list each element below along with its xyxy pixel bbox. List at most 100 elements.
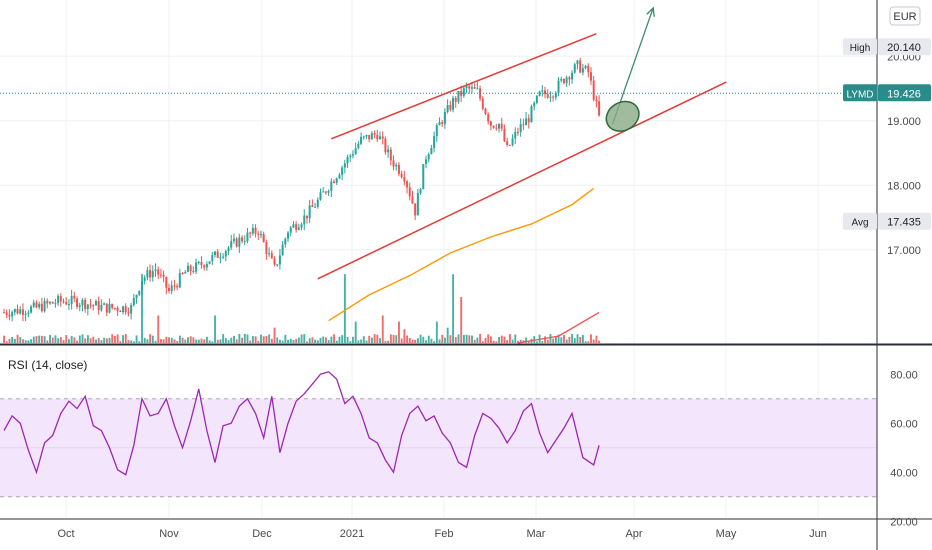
volume-bar	[57, 338, 60, 343]
candle-body	[138, 290, 141, 295]
volume-bar	[414, 339, 417, 343]
volume-bar	[127, 340, 130, 343]
volume-bar	[576, 334, 579, 343]
candle-body	[327, 191, 330, 193]
candle-body	[184, 272, 187, 274]
candle-body	[319, 192, 322, 200]
moving-average-line	[328, 187, 595, 322]
candle-body	[392, 160, 395, 167]
volume-bar	[446, 327, 449, 343]
volume-bar	[146, 339, 149, 343]
candle-body	[389, 149, 392, 161]
volume-bar	[341, 335, 344, 343]
volume-bar	[306, 341, 308, 343]
candle-body	[43, 300, 46, 312]
last-price-tag[interactable]: LYMD 19.426	[843, 84, 931, 102]
volume-bar	[181, 337, 184, 343]
currency-badge[interactable]: EUR	[889, 6, 921, 26]
candle-body	[470, 87, 473, 89]
candle-body	[546, 93, 549, 98]
volume-bar	[346, 336, 349, 343]
time-tick-label: Mar	[527, 528, 546, 540]
candle-body	[168, 287, 171, 292]
candle-body	[468, 86, 471, 89]
candle-body	[419, 189, 422, 194]
volume-ma-line	[517, 311, 600, 344]
candle-body	[259, 234, 262, 236]
candle-body	[384, 138, 387, 153]
candle-body	[241, 237, 244, 242]
candle-body	[297, 227, 300, 230]
volume-bar	[222, 334, 225, 343]
candle-body	[130, 305, 133, 314]
volume-bar	[92, 336, 95, 343]
candle-body	[506, 141, 509, 146]
volume-bar	[192, 337, 195, 343]
volume-bar	[13, 338, 16, 343]
volume-bar	[541, 341, 544, 343]
volume-bar	[173, 339, 176, 343]
candle-body	[303, 215, 306, 225]
candle-body	[435, 125, 438, 137]
volume-bar	[449, 335, 452, 343]
volume-bar	[138, 341, 141, 343]
volume-bar	[584, 341, 587, 343]
volume-bar	[549, 333, 552, 343]
volume-bar	[303, 334, 306, 343]
volume-bar	[454, 337, 457, 343]
volume-bar	[284, 334, 287, 343]
drawings-layer[interactable]	[317, 6, 727, 280]
candle-body	[373, 133, 376, 135]
candle-body	[571, 72, 574, 80]
candle-body	[341, 167, 344, 175]
candle-body	[213, 251, 216, 256]
volume-bar	[322, 336, 325, 343]
volume-bar	[73, 337, 76, 343]
volume-bar	[170, 337, 173, 343]
volume-bar	[3, 335, 5, 343]
volume-bar	[598, 340, 601, 343]
volume-bar	[230, 337, 233, 343]
candle-body	[511, 138, 514, 146]
candle-body	[598, 101, 601, 116]
volume-bar	[503, 336, 506, 343]
candle-body	[284, 238, 287, 245]
volume-bar	[68, 339, 70, 343]
candle-body	[276, 264, 279, 266]
volume-bars	[3, 274, 601, 344]
volume-bar	[262, 336, 265, 343]
volume-bar	[116, 334, 119, 343]
candle-body	[257, 233, 260, 235]
volume-bar	[581, 334, 584, 343]
volume-bar	[297, 337, 300, 343]
candle-body	[289, 227, 292, 233]
volume-bar	[568, 336, 571, 343]
high-tag[interactable]: High 20.140	[843, 38, 931, 56]
avg-tag[interactable]: Avg 17.435	[843, 212, 931, 230]
volume-bar	[595, 335, 598, 343]
volume-bar	[205, 336, 208, 343]
volume-bar	[403, 329, 406, 343]
volume-bar	[227, 340, 230, 343]
volume-bar	[108, 337, 111, 343]
volume-bar	[419, 334, 422, 343]
candle-body	[124, 306, 127, 313]
rsi-tick-label: 80.00	[890, 369, 918, 381]
volume-bar	[76, 340, 79, 343]
volume-bar	[519, 339, 522, 343]
volume-bar	[311, 337, 314, 343]
candle-body	[203, 265, 206, 268]
volume-bar	[517, 340, 519, 343]
candle-body	[311, 205, 314, 208]
candle-body	[195, 262, 198, 272]
candle-body	[268, 253, 271, 255]
time-tick-label: Feb	[435, 528, 454, 540]
candle-body	[343, 163, 346, 168]
candle-body	[465, 86, 468, 89]
candle-body	[170, 285, 173, 292]
candle-body	[552, 96, 555, 98]
volume-bar	[343, 274, 346, 343]
volume-bar	[279, 339, 281, 343]
volume-bar	[511, 339, 514, 343]
